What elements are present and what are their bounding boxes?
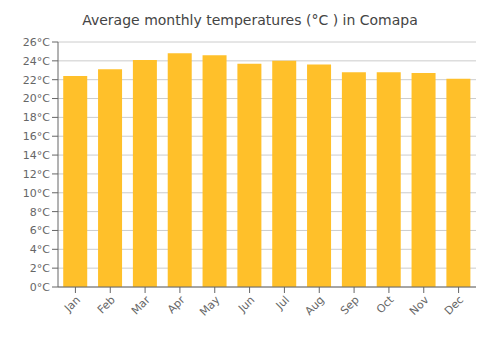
svg-text:8°C: 8°C [30, 206, 50, 219]
svg-text:Aug: Aug [303, 293, 327, 317]
svg-text:Sep: Sep [338, 293, 362, 317]
svg-text:4°C: 4°C [30, 243, 50, 256]
svg-text:Apr: Apr [165, 293, 188, 316]
svg-text:Jun: Jun [235, 293, 257, 315]
html-text:Average monthly temperatures (: Average monthly temperatures (°C ) in Co… [82, 12, 418, 28]
svg-text:12°C: 12°C [23, 168, 50, 181]
svg-text:2°C: 2°C [30, 262, 50, 275]
svg-text:Jul: Jul [273, 293, 292, 312]
svg-text:10°C: 10°C [23, 187, 50, 200]
svg-text:Nov: Nov [407, 293, 432, 318]
svg-text:22°C: 22°C [23, 74, 50, 87]
svg-text:Oct: Oct [374, 293, 397, 316]
svg-text:Mar: Mar [129, 293, 153, 317]
svg-text:Jan: Jan [61, 293, 83, 315]
svg-text:24°C: 24°C [23, 55, 50, 68]
svg-text:14°C: 14°C [23, 149, 50, 162]
svg-text:16°C: 16°C [23, 130, 50, 143]
svg-text:Dec: Dec [442, 293, 466, 317]
svg-text:0°C: 0°C [30, 281, 50, 294]
svg-text:Feb: Feb [95, 293, 118, 316]
svg-text:May: May [197, 293, 223, 319]
svg-text:18°C: 18°C [23, 111, 50, 124]
svg-text:26°C: 26°C [23, 36, 50, 49]
svg-text:20°C: 20°C [23, 92, 50, 105]
svg-text:6°C: 6°C [30, 224, 50, 237]
